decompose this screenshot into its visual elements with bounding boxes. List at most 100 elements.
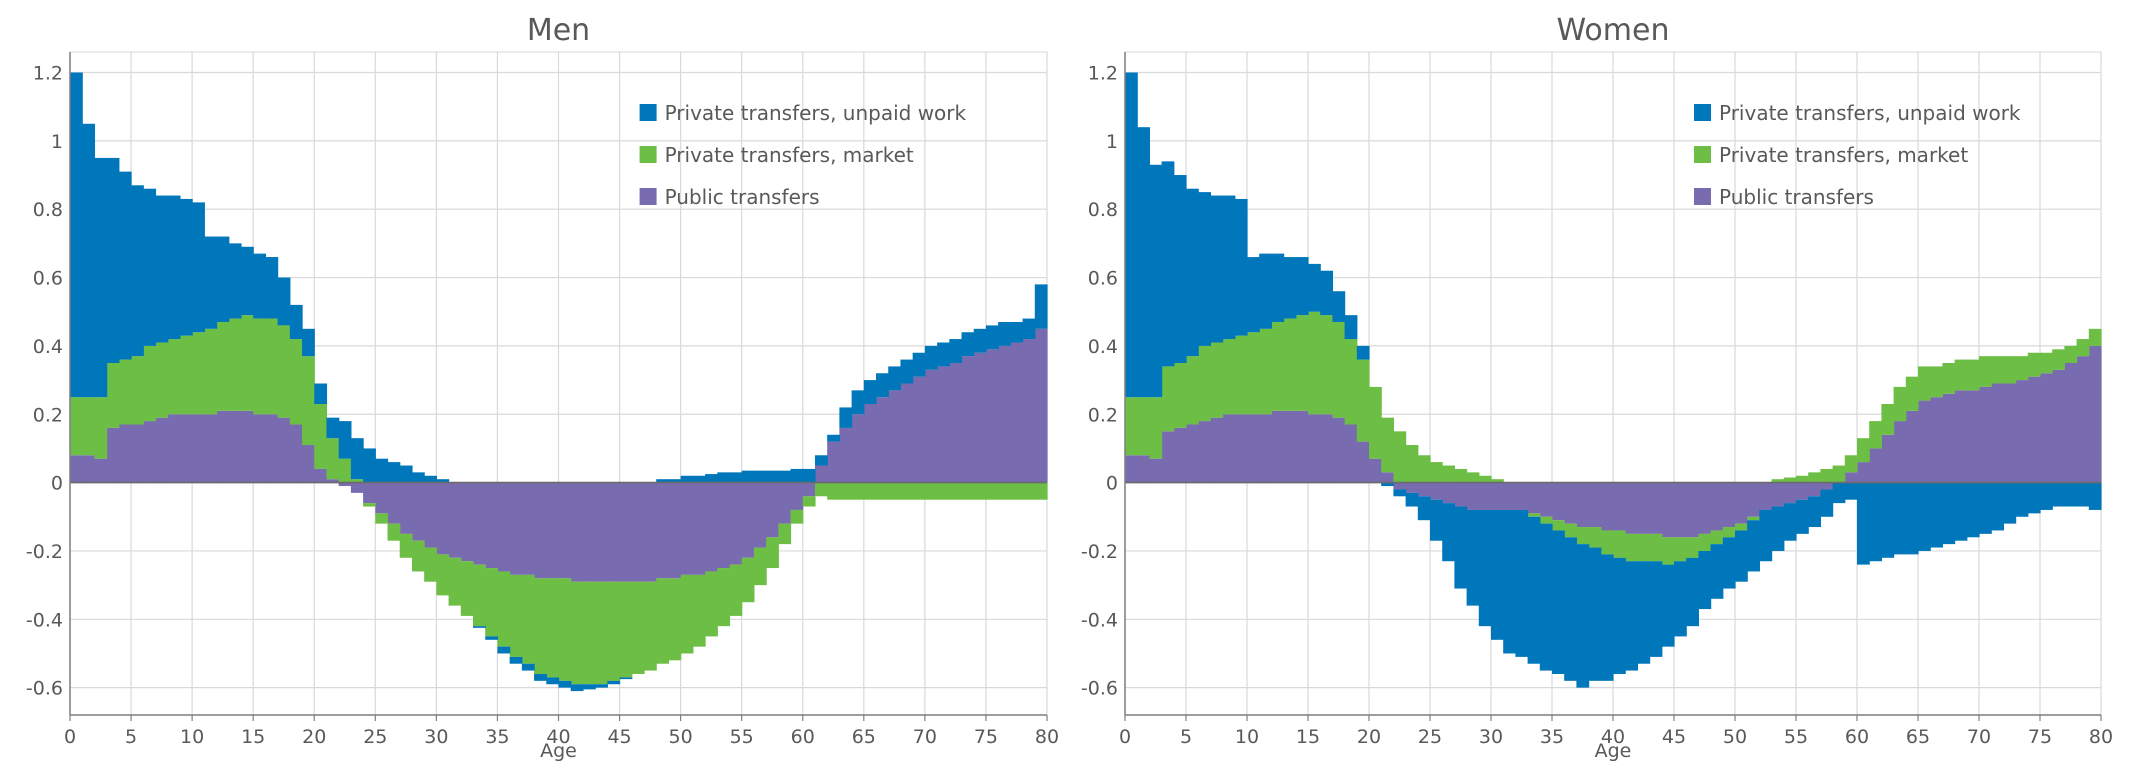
- bar-market: [851, 482, 865, 500]
- bar-market: [680, 574, 694, 654]
- bar-public: [460, 482, 474, 562]
- bar-unpaid: [204, 236, 218, 329]
- bar-public: [1564, 482, 1577, 524]
- series-market: [1125, 311, 2102, 565]
- bar-market: [1991, 356, 2004, 384]
- bar-public: [985, 349, 999, 483]
- chart-title: Women: [1557, 13, 1670, 48]
- bar-public: [1576, 482, 1590, 528]
- bar-public: [2040, 373, 2053, 483]
- bar-market: [326, 438, 340, 480]
- bar-market: [1454, 468, 1468, 483]
- bar-public: [570, 482, 584, 582]
- bar-unpaid: [961, 332, 975, 357]
- bar-public: [619, 482, 633, 582]
- bar-market: [643, 581, 657, 671]
- y-tick-label: -0.2: [1081, 541, 1118, 563]
- bar-unpaid: [1320, 270, 1333, 316]
- x-tick-label: 20: [302, 726, 326, 748]
- x-tick-label: 35: [1540, 726, 1564, 748]
- x-tick-label: 70: [1967, 726, 1991, 748]
- legend-swatch-unpaid: [639, 104, 657, 121]
- bar-unpaid: [118, 171, 132, 360]
- bar-unpaid: [876, 373, 889, 398]
- bar-public: [888, 390, 902, 483]
- bar-unpaid: [1527, 516, 1541, 664]
- bar-market: [1356, 359, 1370, 442]
- bar-unpaid: [1137, 127, 1150, 398]
- bar-public: [326, 479, 340, 483]
- bar-public: [1625, 482, 1638, 534]
- bar-unpaid: [705, 474, 718, 483]
- bar-market: [668, 578, 682, 661]
- bar-public: [1417, 482, 1431, 497]
- y-tick-label: 1: [1106, 131, 1118, 153]
- bar-market: [350, 479, 364, 483]
- bar-market: [1210, 342, 1224, 418]
- bar-public: [94, 458, 108, 483]
- bar-market: [546, 578, 560, 678]
- bar-market: [1771, 479, 1785, 483]
- bar-market: [1564, 523, 1577, 538]
- bar-market: [228, 318, 242, 411]
- bar-unpaid: [424, 475, 437, 483]
- bar-public: [375, 482, 389, 514]
- legend-swatch-public: [1694, 188, 1712, 205]
- x-tick-label: 0: [64, 726, 76, 748]
- bar-unpaid: [595, 684, 608, 688]
- legend-swatch-unpaid: [1694, 104, 1712, 121]
- bar-unpaid: [570, 684, 584, 692]
- bar-unpaid: [1308, 263, 1321, 312]
- bar-unpaid: [1771, 506, 1785, 551]
- bar-public: [253, 414, 266, 483]
- bar-unpaid: [1979, 482, 1992, 534]
- bar-unpaid: [741, 470, 755, 483]
- bar-unpaid: [1503, 509, 1516, 654]
- bar-unpaid: [619, 677, 633, 680]
- bar-unpaid: [1588, 547, 1602, 681]
- bar-market: [900, 482, 914, 500]
- series-public: [1125, 345, 2102, 538]
- bar-market: [1857, 438, 1870, 463]
- bar-unpaid: [766, 470, 779, 483]
- bar-market: [985, 482, 999, 500]
- bar-market: [192, 332, 205, 415]
- bar-market: [582, 581, 596, 685]
- bar-market: [1417, 455, 1431, 483]
- bar-unpaid: [1564, 537, 1577, 681]
- bar-market: [949, 482, 963, 500]
- bar-public: [1674, 482, 1687, 538]
- bar-market: [1442, 465, 1455, 483]
- bar-public: [1552, 482, 1565, 521]
- bar-unpaid: [839, 407, 853, 428]
- bar-unpaid: [473, 626, 486, 628]
- bar-public: [216, 410, 230, 483]
- y-tick-label: 1.2: [1088, 63, 1118, 85]
- bar-public: [1283, 410, 1297, 483]
- bar-market: [1783, 477, 1797, 483]
- bar-unpaid: [1869, 482, 1882, 562]
- bar-public: [1722, 482, 1736, 528]
- bar-market: [1198, 345, 1211, 422]
- bar-unpaid: [2027, 482, 2041, 514]
- bar-market: [802, 496, 816, 507]
- bar-public: [1320, 414, 1333, 483]
- bar-market: [485, 568, 499, 637]
- bar-public: [631, 482, 645, 582]
- bar-public: [1393, 482, 1407, 490]
- bar-market: [839, 482, 853, 500]
- bar-unpaid: [851, 390, 865, 415]
- bar-market: [1613, 530, 1626, 558]
- bar-unpaid: [1295, 257, 1309, 316]
- bar-public: [1735, 482, 1748, 524]
- bar-public: [1905, 410, 1919, 483]
- bar-public: [473, 482, 486, 565]
- bar-unpaid: [1893, 482, 1907, 555]
- y-tick-label: -0.6: [26, 678, 63, 700]
- bar-unpaid: [192, 202, 205, 333]
- bar-market: [1259, 328, 1272, 415]
- bar-market: [1271, 321, 1285, 411]
- bar-unpaid: [2076, 482, 2090, 507]
- bar-unpaid: [1930, 482, 1943, 548]
- bar-public: [1710, 482, 1724, 531]
